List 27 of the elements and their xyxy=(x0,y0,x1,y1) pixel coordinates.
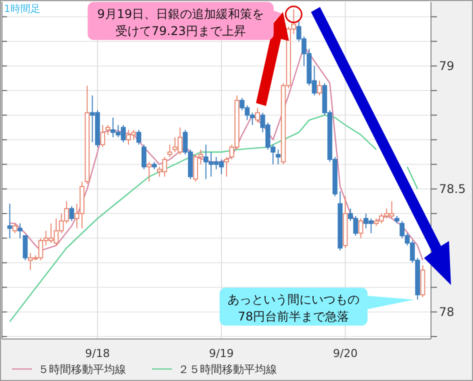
annotation: 1時間足 xyxy=(4,3,40,15)
x-tick-label: 9/19 xyxy=(209,347,234,360)
candlestick xyxy=(12,222,18,234)
candlestick xyxy=(167,144,172,158)
candlestick xyxy=(105,124,110,136)
x-tick-label: 9/18 xyxy=(85,347,110,360)
candlestick xyxy=(224,156,230,178)
candlestick xyxy=(100,124,106,148)
candlestick xyxy=(136,129,142,146)
legend-label: ２５時間移動平均線 xyxy=(178,362,277,376)
candlestick xyxy=(69,206,74,222)
legend-label: ５時間移動平均線 xyxy=(38,362,126,376)
candlestick xyxy=(276,149,281,165)
y-tick-label: 79 xyxy=(439,59,454,74)
y-tick-label: 78 xyxy=(439,305,454,320)
candlestick xyxy=(146,161,152,182)
candlestick xyxy=(142,144,146,170)
candlestick xyxy=(358,218,364,239)
candlestick xyxy=(18,222,23,239)
candlestick xyxy=(255,107,260,124)
x-tick-label: 9/20 xyxy=(332,347,358,360)
annotation: 9月19日、日銀の追加緩和策を受けて79.23円まで上昇 xyxy=(97,7,264,38)
y-tick-label: 78.5 xyxy=(439,182,466,196)
candlestick xyxy=(7,203,12,239)
candlestick xyxy=(22,235,28,261)
candlestick xyxy=(317,80,322,96)
annotation: あっという間にいつもの78円台前半まで急落 xyxy=(228,292,360,324)
